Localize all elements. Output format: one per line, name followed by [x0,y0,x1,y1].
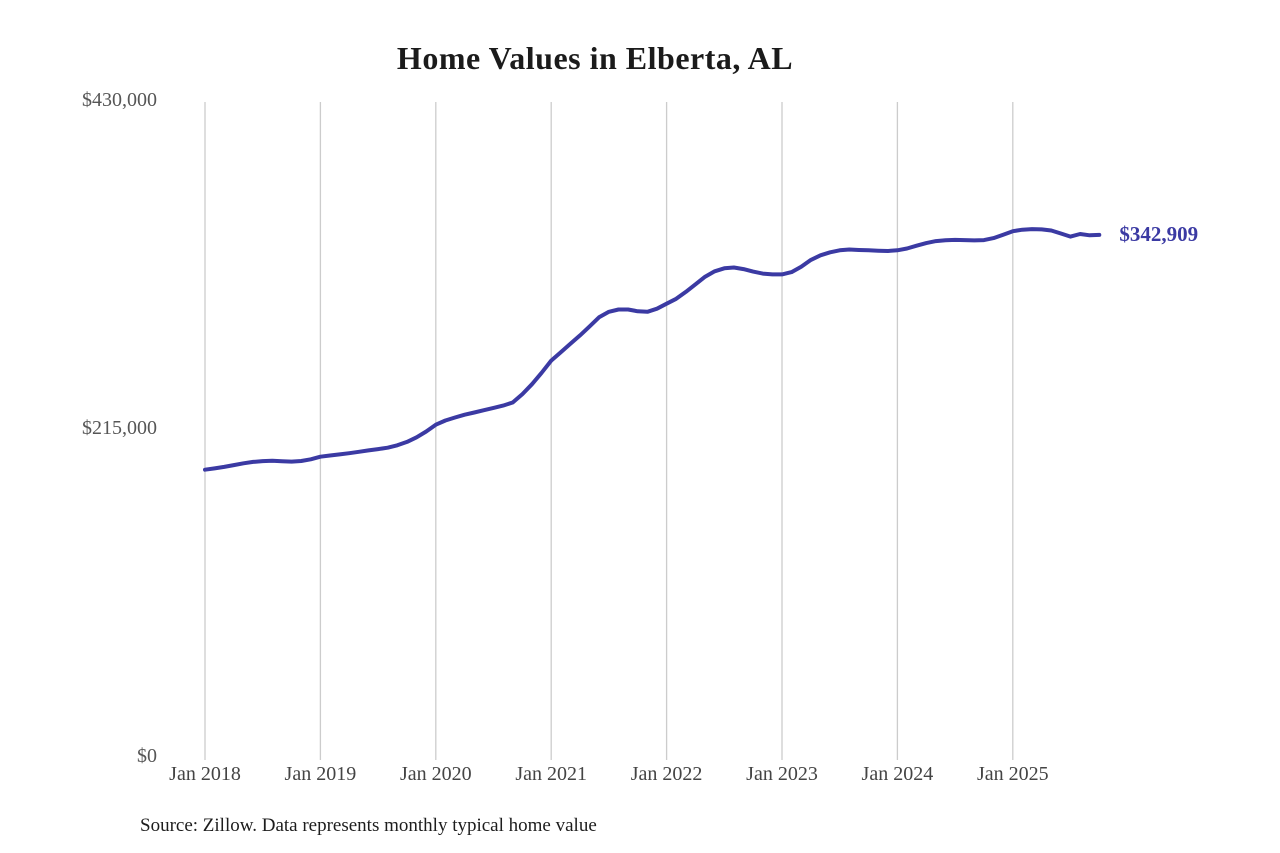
x-tick-jan-2018: Jan 2018 [169,763,241,785]
x-tick-jan-2024: Jan 2024 [861,763,934,785]
x-tick-jan-2023: Jan 2023 [746,763,818,785]
y-tick-430000: $430,000 [82,89,157,111]
y-tick-0: $0 [137,745,157,767]
x-tick-jan-2025: Jan 2025 [976,763,1049,785]
latest-value-label: $342,909 [1119,221,1199,246]
y-tick-215000: $215,000 [82,417,157,439]
chart-title: Home Values in Elberta, AL [396,40,794,76]
x-tick-jan-2022: Jan 2022 [630,763,703,785]
x-tick-jan-2020: Jan 2020 [399,763,472,785]
year-gridlines [204,102,1014,760]
x-tick-jan-2021: Jan 2021 [515,763,588,785]
home-value-line [203,227,1102,472]
x-tick-jan-2019: Jan 2019 [284,763,357,785]
source-note: Source: Zillow. Data represents monthly … [140,815,597,836]
